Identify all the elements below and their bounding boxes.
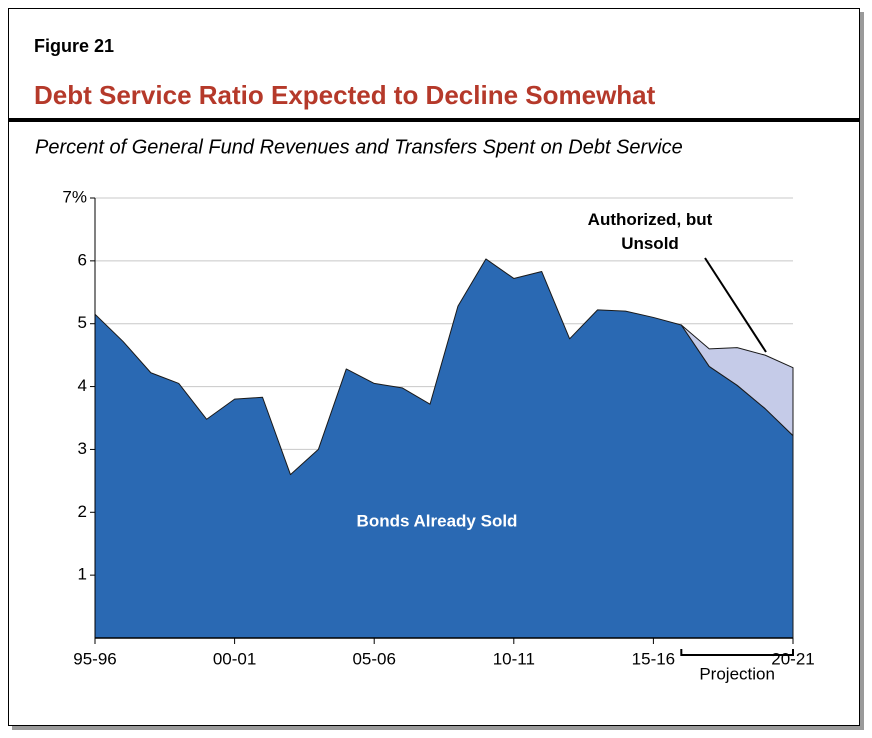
area	[680, 324, 794, 437]
x-tick-label: 15-16	[632, 649, 675, 668]
leader-line	[704, 257, 767, 353]
x-tick-label: 05-06	[352, 649, 395, 668]
figure-label: Figure 21	[34, 36, 114, 56]
y-tick-label: 5	[78, 313, 87, 332]
y-tick-label: 1	[78, 565, 87, 584]
y-tick-label: 2	[78, 502, 87, 521]
y-tick-label: 7%	[62, 187, 87, 206]
annotation: Projection	[699, 664, 775, 683]
chart-subtitle: Percent of General Fund Revenues and Tra…	[35, 136, 683, 158]
series-label: Authorized, but Unsold	[587, 210, 713, 253]
chart-title: Debt Service Ratio Expected to Decline S…	[34, 80, 656, 110]
y-tick-label: 3	[78, 439, 87, 458]
x-tick-label: 95-96	[73, 649, 116, 668]
title-rule	[9, 118, 859, 122]
y-tick-label: 4	[78, 376, 87, 395]
area	[94, 258, 794, 639]
x-tick-label: 00-01	[213, 649, 256, 668]
projection-bracket	[680, 649, 794, 656]
x-tick-label: 10-11	[493, 649, 535, 668]
series-label: Bonds Already Sold	[357, 511, 518, 530]
y-tick-label: 6	[78, 250, 87, 269]
